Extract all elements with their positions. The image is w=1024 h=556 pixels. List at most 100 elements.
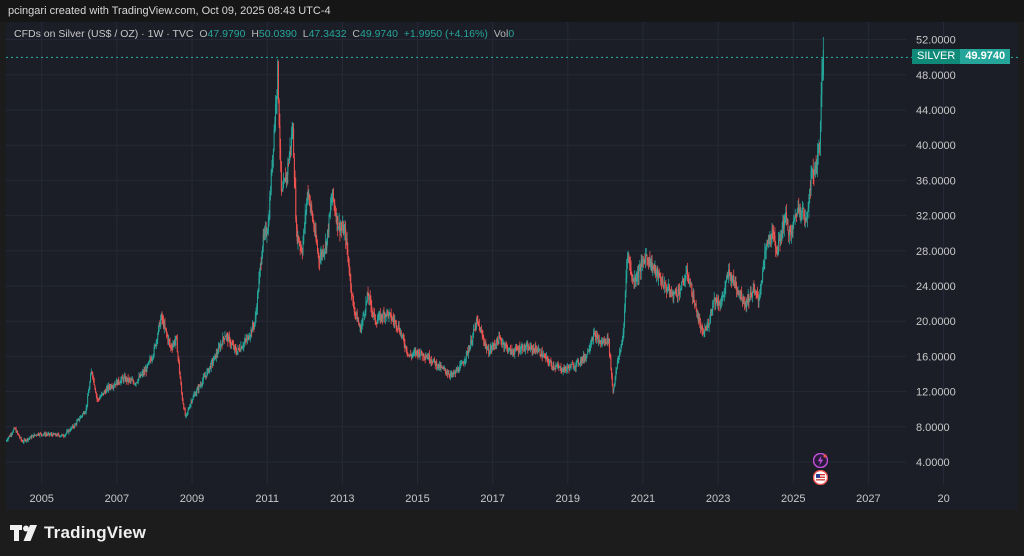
candle-body xyxy=(329,206,331,213)
candle-body xyxy=(647,259,649,265)
candle-body xyxy=(441,367,443,369)
candle-body xyxy=(250,329,252,336)
candle-body xyxy=(582,357,584,361)
candle-body xyxy=(482,335,484,338)
candle-body xyxy=(158,322,160,327)
candle-body xyxy=(314,228,316,233)
creator-caption: pcingari created with TradingView.com, O… xyxy=(8,5,331,17)
candle-body xyxy=(77,419,79,422)
candle-body xyxy=(85,407,87,412)
candle-body xyxy=(634,277,636,282)
candle-body xyxy=(339,222,341,233)
candle-body xyxy=(133,382,135,385)
candle-body xyxy=(365,302,367,312)
candle-body xyxy=(637,271,639,278)
candle-body xyxy=(355,312,357,314)
candle-body xyxy=(291,134,293,136)
candle-body xyxy=(25,439,27,442)
candle-body xyxy=(74,423,76,425)
candle-body xyxy=(412,354,414,355)
candle-body xyxy=(570,364,572,369)
candle-body xyxy=(128,379,130,382)
candle-body xyxy=(134,384,136,385)
candle-body xyxy=(216,352,218,355)
tradingview-logo[interactable]: TradingView xyxy=(10,523,146,543)
candle-body xyxy=(665,283,667,288)
candle-body xyxy=(694,302,696,307)
price-chart[interactable]: 4.0000 8.0000 12.0000 16.0000 20.0000 24.0000… xyxy=(6,22,1018,510)
x-tick-label: 2017 xyxy=(480,493,504,505)
candle-body xyxy=(210,361,212,369)
legend-vol-label: Vol xyxy=(493,28,509,40)
lightning-event-icon[interactable] xyxy=(812,452,829,468)
candle-body xyxy=(109,387,111,389)
candle-body xyxy=(398,325,400,331)
candle-body xyxy=(56,435,58,437)
candle-body xyxy=(142,372,144,374)
candle-body xyxy=(780,236,782,238)
candle-body xyxy=(221,344,223,345)
candle-body xyxy=(289,146,291,155)
candle-body xyxy=(290,134,292,148)
candle-body xyxy=(141,373,143,376)
candle-body xyxy=(579,363,581,365)
candle-body xyxy=(643,259,645,261)
chart-area[interactable]: 4.0000 8.0000 12.0000 16.0000 20.0000 24.0000… xyxy=(6,22,1018,510)
candle-body xyxy=(704,329,706,333)
candle-body xyxy=(591,339,593,343)
candle-body xyxy=(659,276,661,278)
candle-body xyxy=(84,411,86,413)
us-flag-event-icon[interactable] xyxy=(812,470,829,486)
candle-body xyxy=(691,284,693,297)
candle-body xyxy=(391,319,393,321)
candle-body xyxy=(79,416,81,419)
candle-body xyxy=(455,369,457,373)
candle-body xyxy=(405,346,407,348)
candle-body xyxy=(426,356,428,358)
candle-body xyxy=(87,395,89,405)
candle-body xyxy=(266,233,268,235)
candle-body xyxy=(263,234,265,236)
candle-body xyxy=(247,335,249,338)
candle-body xyxy=(756,292,758,294)
y-tick-label: 8.0000 xyxy=(916,422,950,434)
candle-body xyxy=(184,409,186,416)
candle-body xyxy=(423,357,425,358)
y-tick-label: 4.0000 xyxy=(916,457,950,469)
candle-body xyxy=(311,211,313,220)
candle-body xyxy=(778,240,780,253)
candle-body xyxy=(377,318,379,321)
candle-body xyxy=(666,287,668,292)
candle-body xyxy=(18,434,20,437)
candle-body xyxy=(311,205,313,212)
candle-body xyxy=(61,434,63,436)
candle-body xyxy=(552,365,554,368)
candle-body xyxy=(105,388,107,393)
candle-body xyxy=(781,229,783,238)
candle-body xyxy=(292,128,294,135)
candle-body xyxy=(504,344,506,347)
candle-body xyxy=(736,288,738,290)
candle-body xyxy=(136,382,138,384)
candle-body xyxy=(170,346,172,348)
candle-body xyxy=(77,418,79,420)
candle-body xyxy=(350,274,352,287)
candle-body xyxy=(25,440,27,442)
candle-body xyxy=(332,189,334,200)
candle-body xyxy=(256,308,258,313)
candle-body xyxy=(223,336,225,339)
candle-body xyxy=(194,393,196,396)
candle-body xyxy=(198,385,200,391)
candle-body xyxy=(75,423,77,425)
candle-body xyxy=(209,366,211,369)
candle-body xyxy=(332,189,334,197)
candle-body xyxy=(49,434,51,436)
candle-body xyxy=(699,318,701,323)
candle-body xyxy=(165,327,167,330)
candle-body xyxy=(251,329,253,333)
candle-body xyxy=(326,238,328,249)
x-tick-label: 2019 xyxy=(556,493,580,505)
candle-body xyxy=(283,182,285,189)
candle-body xyxy=(297,235,299,242)
candle-body xyxy=(479,327,481,333)
